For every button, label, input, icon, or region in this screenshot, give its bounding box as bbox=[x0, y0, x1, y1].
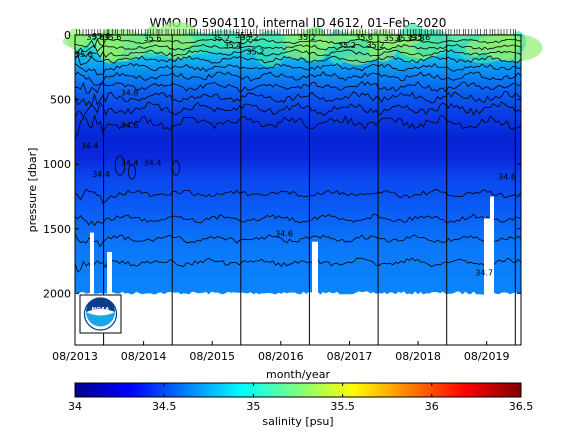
contour-label: 34.4 bbox=[121, 159, 139, 168]
y-tick-label: 1000 bbox=[43, 158, 71, 171]
y-tick-label: 1500 bbox=[43, 223, 71, 236]
contour-label: 35.2 bbox=[298, 33, 316, 42]
contour-label: 35.8 bbox=[407, 34, 425, 43]
x-tick-label: 08/2015 bbox=[189, 350, 235, 363]
colorbar-tick-label: 36 bbox=[425, 400, 439, 413]
contour-label: 35.4 bbox=[224, 41, 242, 50]
contour-label: 35.6 bbox=[412, 33, 430, 42]
contour-label: 35.4 bbox=[235, 31, 253, 40]
x-tick-label: 08/2018 bbox=[395, 350, 441, 363]
contour-label: 35.4 bbox=[384, 34, 402, 43]
contour-label: 35.2 bbox=[241, 33, 259, 42]
contour-labels: 35.635.635.435.6 35.6 35.235.435.435.235.2… bbox=[75, 31, 516, 277]
contour-label: 34.7 bbox=[475, 268, 493, 277]
contour-label: 34.4 bbox=[144, 159, 162, 168]
contour-label: 35.6 bbox=[86, 33, 104, 42]
salinity-area bbox=[75, 35, 521, 295]
x-tick-label: 08/2013 bbox=[52, 350, 98, 363]
contour-label: 35.6 bbox=[104, 33, 122, 42]
data-gap bbox=[90, 232, 94, 296]
contour-label: 34.6 bbox=[498, 173, 516, 182]
contour-label: 34.6 bbox=[275, 230, 293, 239]
year-separators bbox=[103, 35, 516, 345]
contour-patch bbox=[114, 155, 126, 176]
surface-patch bbox=[368, 29, 398, 62]
data-gap bbox=[312, 241, 318, 296]
y-axis: 0 500 1000 1500 2000 bbox=[43, 29, 521, 300]
y-tick-label: 2000 bbox=[43, 287, 71, 300]
surface-patch bbox=[253, 30, 288, 68]
surface-patch bbox=[331, 39, 380, 57]
contour-label: 35.6 bbox=[355, 33, 373, 42]
x-tick-label: 08/2014 bbox=[121, 350, 167, 363]
data-gap bbox=[484, 218, 490, 296]
contour-label: 35.2 bbox=[212, 34, 230, 43]
surface-patch bbox=[156, 32, 195, 50]
contour-label: 34.4 bbox=[92, 170, 110, 179]
chart-title: WMO ID 5904110, internal ID 4612, 01–Feb… bbox=[150, 16, 447, 30]
contour-label: 35.2 bbox=[367, 41, 385, 50]
colorbar-tick-label: 35 bbox=[246, 400, 260, 413]
plot-frame bbox=[74, 34, 522, 346]
missing-data-gaps bbox=[90, 196, 494, 296]
contour-label: 34.4 bbox=[81, 142, 99, 151]
contour-patch bbox=[127, 164, 136, 180]
x-tick-label: 08/2017 bbox=[327, 350, 373, 363]
colorbar bbox=[74, 382, 522, 398]
contour-label: 35.2 bbox=[338, 41, 356, 50]
contour-label: 34.8 bbox=[121, 89, 139, 98]
y-tick-label: 0 bbox=[64, 29, 71, 42]
x-tick-label: 08/2019 bbox=[464, 350, 510, 363]
data-gap bbox=[490, 196, 494, 296]
y-axis-label: pressure [dbar] bbox=[26, 148, 39, 233]
colorbar-tick-label: 34.5 bbox=[152, 400, 177, 413]
surface-patch bbox=[66, 28, 85, 50]
x-tick-label: 08/2016 bbox=[258, 350, 304, 363]
colorbar-ticks: 34 34.5 35 35.5 36 36.5 bbox=[68, 383, 533, 413]
contour-label: 35.6 bbox=[144, 34, 162, 43]
x-axis: 08/2013 08/2014 08/2015 08/2016 08/2017 08/20… bbox=[52, 341, 510, 363]
colorbar-tick-label: 36.5 bbox=[509, 400, 534, 413]
contour-label: 35.4 bbox=[92, 32, 110, 41]
data-gap bbox=[107, 252, 112, 296]
surface-patch bbox=[95, 29, 148, 62]
surface-patch bbox=[298, 27, 330, 62]
y-tick-label: 500 bbox=[50, 94, 71, 107]
contour-label: 35.2 bbox=[395, 34, 413, 43]
colorbar-label: salinity [psu] bbox=[262, 415, 333, 428]
contour-label: 34.6 bbox=[121, 121, 139, 130]
profile-ticks bbox=[76, 29, 516, 35]
colorbar-tick-label: 35.5 bbox=[330, 400, 355, 413]
contour-label: 35.2 bbox=[247, 47, 265, 56]
noaa-logo-text: NOAA bbox=[92, 307, 110, 313]
contour-label: 35.6 bbox=[75, 50, 93, 59]
colorbar-tick-label: 34 bbox=[68, 400, 82, 413]
noaa-logo: NOAA bbox=[79, 294, 122, 334]
x-axis-label: month/year bbox=[266, 368, 330, 381]
